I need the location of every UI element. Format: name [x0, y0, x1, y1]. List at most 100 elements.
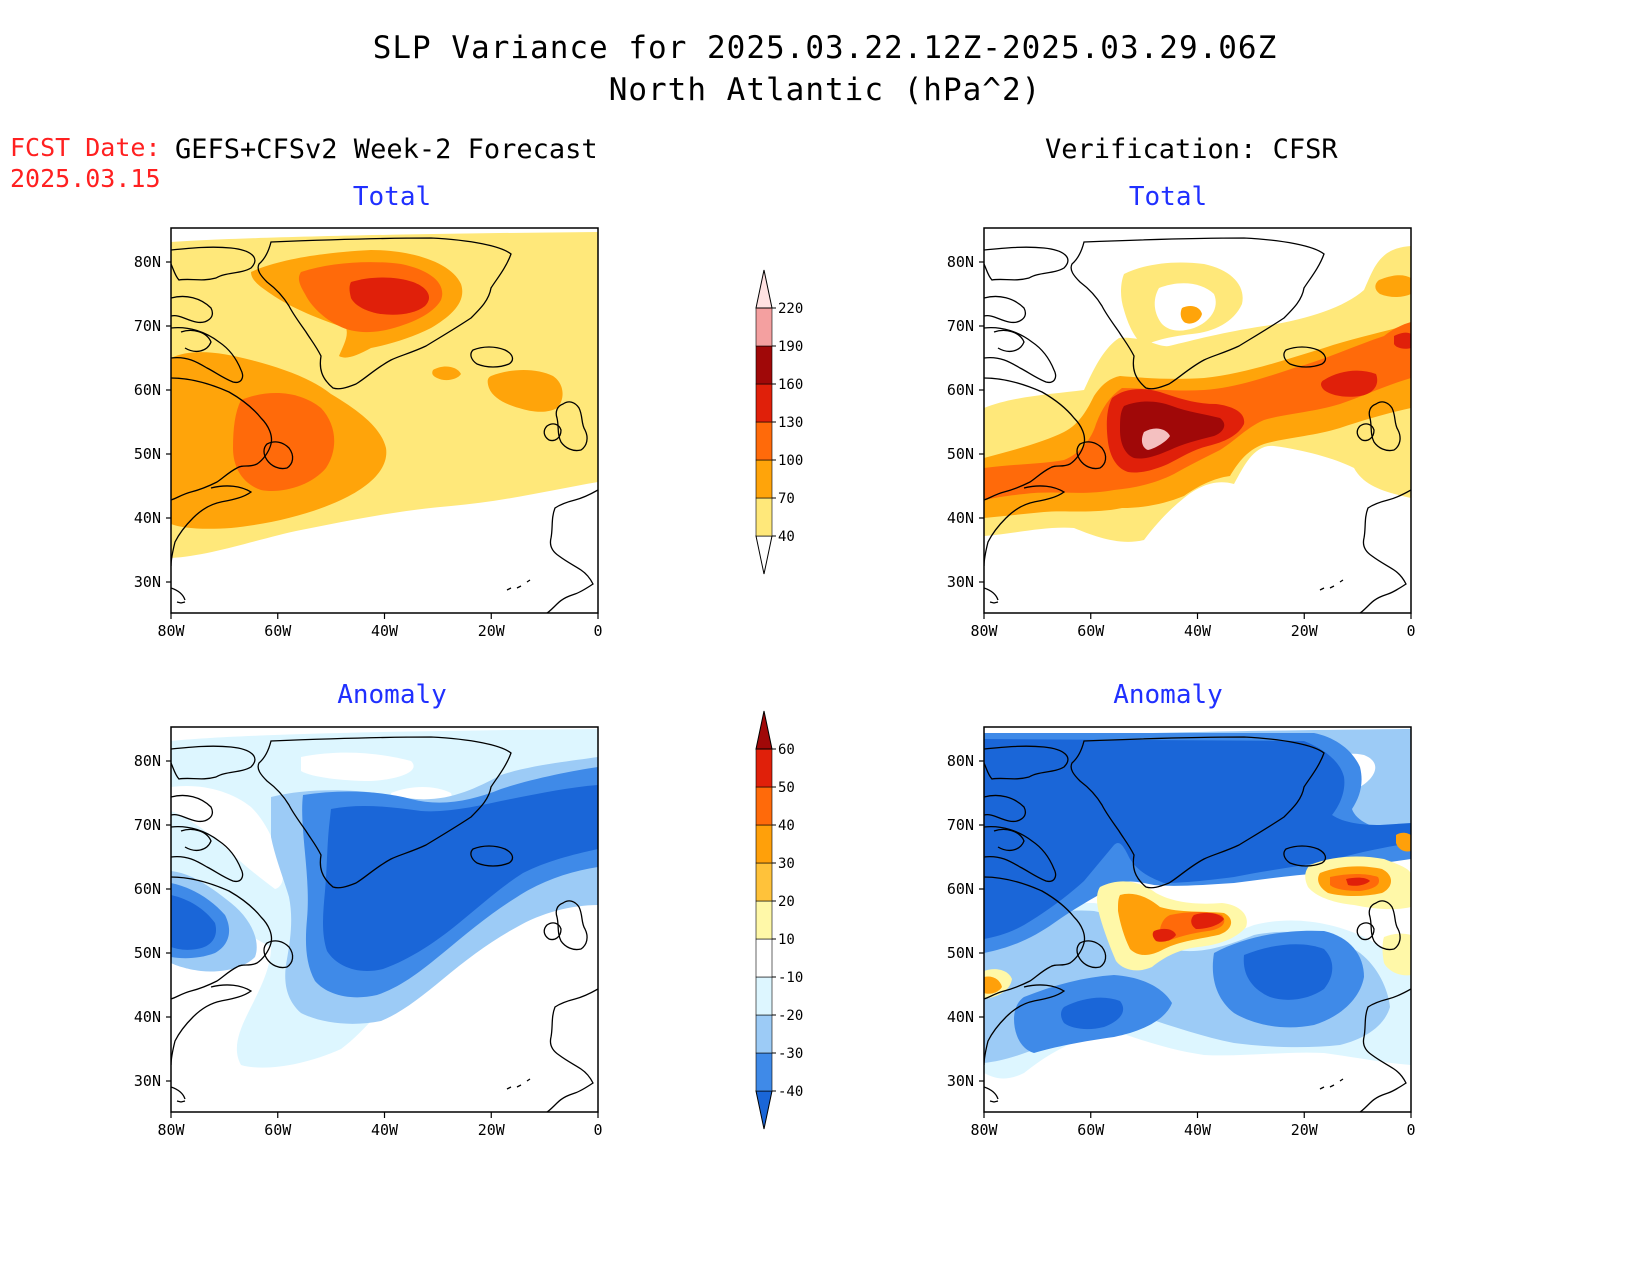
forecast-total-lat-label: 30N [134, 573, 161, 591]
anomaly-colorbar-segment [755, 1014, 773, 1054]
verification-total-red-edge [1394, 332, 1411, 349]
anomaly-colorbar-segment [755, 824, 773, 864]
anomaly-colorbar-segment [755, 976, 773, 1016]
total-colorbar-label: 70 [778, 491, 795, 507]
verification-anomaly-orange-west [984, 976, 1002, 994]
verification-anomaly-label: Anomaly [1113, 680, 1223, 710]
forecast-anomaly-lat-label: 50N [134, 944, 161, 962]
verification-anomaly-lat-label: 80N [947, 752, 974, 770]
forecast-total-red-greenland [349, 277, 429, 315]
forecast-anomaly-lon-label: 80W [157, 1121, 185, 1139]
anomaly-colorbar-label: 30 [778, 856, 795, 872]
forecast-anomaly-lat-label: 80N [134, 752, 161, 770]
anomaly-colorbar-label: 50 [778, 780, 795, 796]
fcst-date-value: 2025.03.15 [10, 164, 161, 193]
anomaly-colorbar-segment [755, 900, 773, 940]
total-colorbar-segment [755, 345, 773, 385]
total-colorbar-label: 160 [778, 377, 803, 393]
total-colorbar-label: 100 [778, 453, 803, 469]
forecast-anomaly-lat-label: 60N [134, 880, 161, 898]
main-subtitle: North Atlantic (hPa^2) [608, 72, 1042, 108]
forecast-anomaly-lat-label: 70N [134, 816, 161, 834]
verification-anomaly-lat-label: 50N [947, 944, 974, 962]
verification-total-lat-label: 30N [947, 573, 974, 591]
total-colorbar-label: 40 [778, 529, 795, 545]
anomaly-colorbar-label: 40 [778, 818, 795, 834]
anomaly-colorbar: -40 -30 -20 -10 10 20 30 40 50 60 [755, 710, 803, 1130]
forecast-anomaly-white-cap [301, 752, 414, 781]
forecast-anomaly-map [171, 727, 598, 1112]
forecast-total-lat-label: 80N [134, 253, 161, 271]
verification-total-lon-label: 20W [1291, 622, 1319, 640]
forecast-anomaly-label: Anomaly [337, 680, 447, 710]
anomaly-colorbar-label: -20 [778, 1008, 803, 1024]
anomaly-colorbar-segment [755, 862, 773, 902]
total-colorbar-label: 130 [778, 415, 803, 431]
forecast-total-map [171, 228, 598, 613]
verification-total-orange-north [1375, 275, 1411, 297]
anomaly-colorbar-segment [755, 1052, 773, 1092]
verification-anomaly-lon-label: 80W [970, 1121, 998, 1139]
verification-anomaly-lon-label: 40W [1184, 1121, 1212, 1139]
verification-anomaly-darkred-core2 [1152, 928, 1176, 942]
forecast-total-lon-label: 0 [593, 622, 602, 640]
verification-total-lon-label: 40W [1184, 622, 1212, 640]
forecast-total-darkorange-west [233, 393, 335, 492]
anomaly-colorbar-label: 60 [778, 742, 795, 758]
anomaly-colorbar-label: -10 [778, 970, 803, 986]
verification-anomaly-map [984, 727, 1411, 1112]
anomaly-colorbar-segment [755, 748, 773, 788]
anomaly-colorbar-high-extension [755, 710, 773, 750]
verification-total-lat-label: 80N [947, 253, 974, 271]
forecast-total-lon-label: 20W [478, 622, 506, 640]
anomaly-colorbar-label: -30 [778, 1046, 803, 1062]
forecast-total-lon-label: 40W [371, 622, 399, 640]
verification-anomaly-lat-label: 60N [947, 880, 974, 898]
total-colorbar-high-extension [755, 269, 773, 309]
forecast-anomaly-deepblue-west [171, 895, 217, 950]
forecast-total-lon-label: 60W [264, 622, 292, 640]
total-colorbar-segment [755, 497, 773, 537]
forecast-anomaly-deepblue [323, 785, 598, 971]
forecast-total-orange-islet [432, 366, 461, 381]
verification-total-red-east [1321, 370, 1378, 397]
forecast-anomaly-lon-label: 40W [371, 1121, 399, 1139]
forecast-anomaly-lon-label: 20W [478, 1121, 506, 1139]
forecast-total-lat-label: 70N [134, 317, 161, 335]
anomaly-colorbar-label: -40 [778, 1084, 803, 1100]
main-title: SLP Variance for 2025.03.22.12Z-2025.03.… [372, 30, 1278, 66]
anomaly-colorbar-segment [755, 786, 773, 826]
verification-total-orange-islet [1180, 306, 1202, 324]
verification-total-lat-label: 40N [947, 509, 974, 527]
forecast-total-lat-label: 40N [134, 509, 161, 527]
verification-total-lat-label: 60N [947, 381, 974, 399]
total-colorbar-label: 190 [778, 339, 803, 355]
map-axes: 80N 70N 60N 50N 40N 30N 80W 60W 40W 20W 0 80N 70N 60N… [134, 253, 1416, 1139]
verification-anomaly-lat-label: 70N [947, 816, 974, 834]
forecast-total-lat-label: 50N [134, 445, 161, 463]
forecast-anomaly-lat-label: 40N [134, 1008, 161, 1026]
verification-anomaly-deepblue-south [1061, 997, 1124, 1030]
verification-anomaly-lat-label: 30N [947, 1072, 974, 1090]
total-colorbar-segment [755, 383, 773, 423]
verification-total-lon-label: 80W [970, 622, 998, 640]
forecast-column-title: GEFS+CFSv2 Week-2 Forecast [175, 134, 598, 165]
verification-anomaly-deepblue-southeast [1243, 944, 1333, 1000]
verification-anomaly-yellow-edge [1382, 933, 1411, 976]
total-colorbar-segment [755, 421, 773, 461]
forecast-anomaly-lon-label: 60W [264, 1121, 292, 1139]
verification-anomaly-lon-label: 0 [1406, 1121, 1415, 1139]
verification-anomaly-darkred-core [1191, 912, 1224, 929]
verification-total-lat-label: 50N [947, 445, 974, 463]
verification-anomaly-lat-label: 40N [947, 1008, 974, 1026]
total-colorbar-segment [755, 459, 773, 499]
anomaly-colorbar-label: 20 [778, 894, 795, 910]
anomaly-colorbar-segment [755, 938, 773, 978]
forecast-total-label: Total [352, 182, 432, 212]
fcst-date-block: FCST Date: 2025.03.15 [10, 132, 161, 194]
verification-total-lat-label: 70N [947, 317, 974, 335]
verification-total-lon-label: 60W [1077, 622, 1105, 640]
fcst-date-label: FCST Date: [10, 133, 161, 162]
verification-column-title: Verification: CFSR [1045, 134, 1338, 165]
